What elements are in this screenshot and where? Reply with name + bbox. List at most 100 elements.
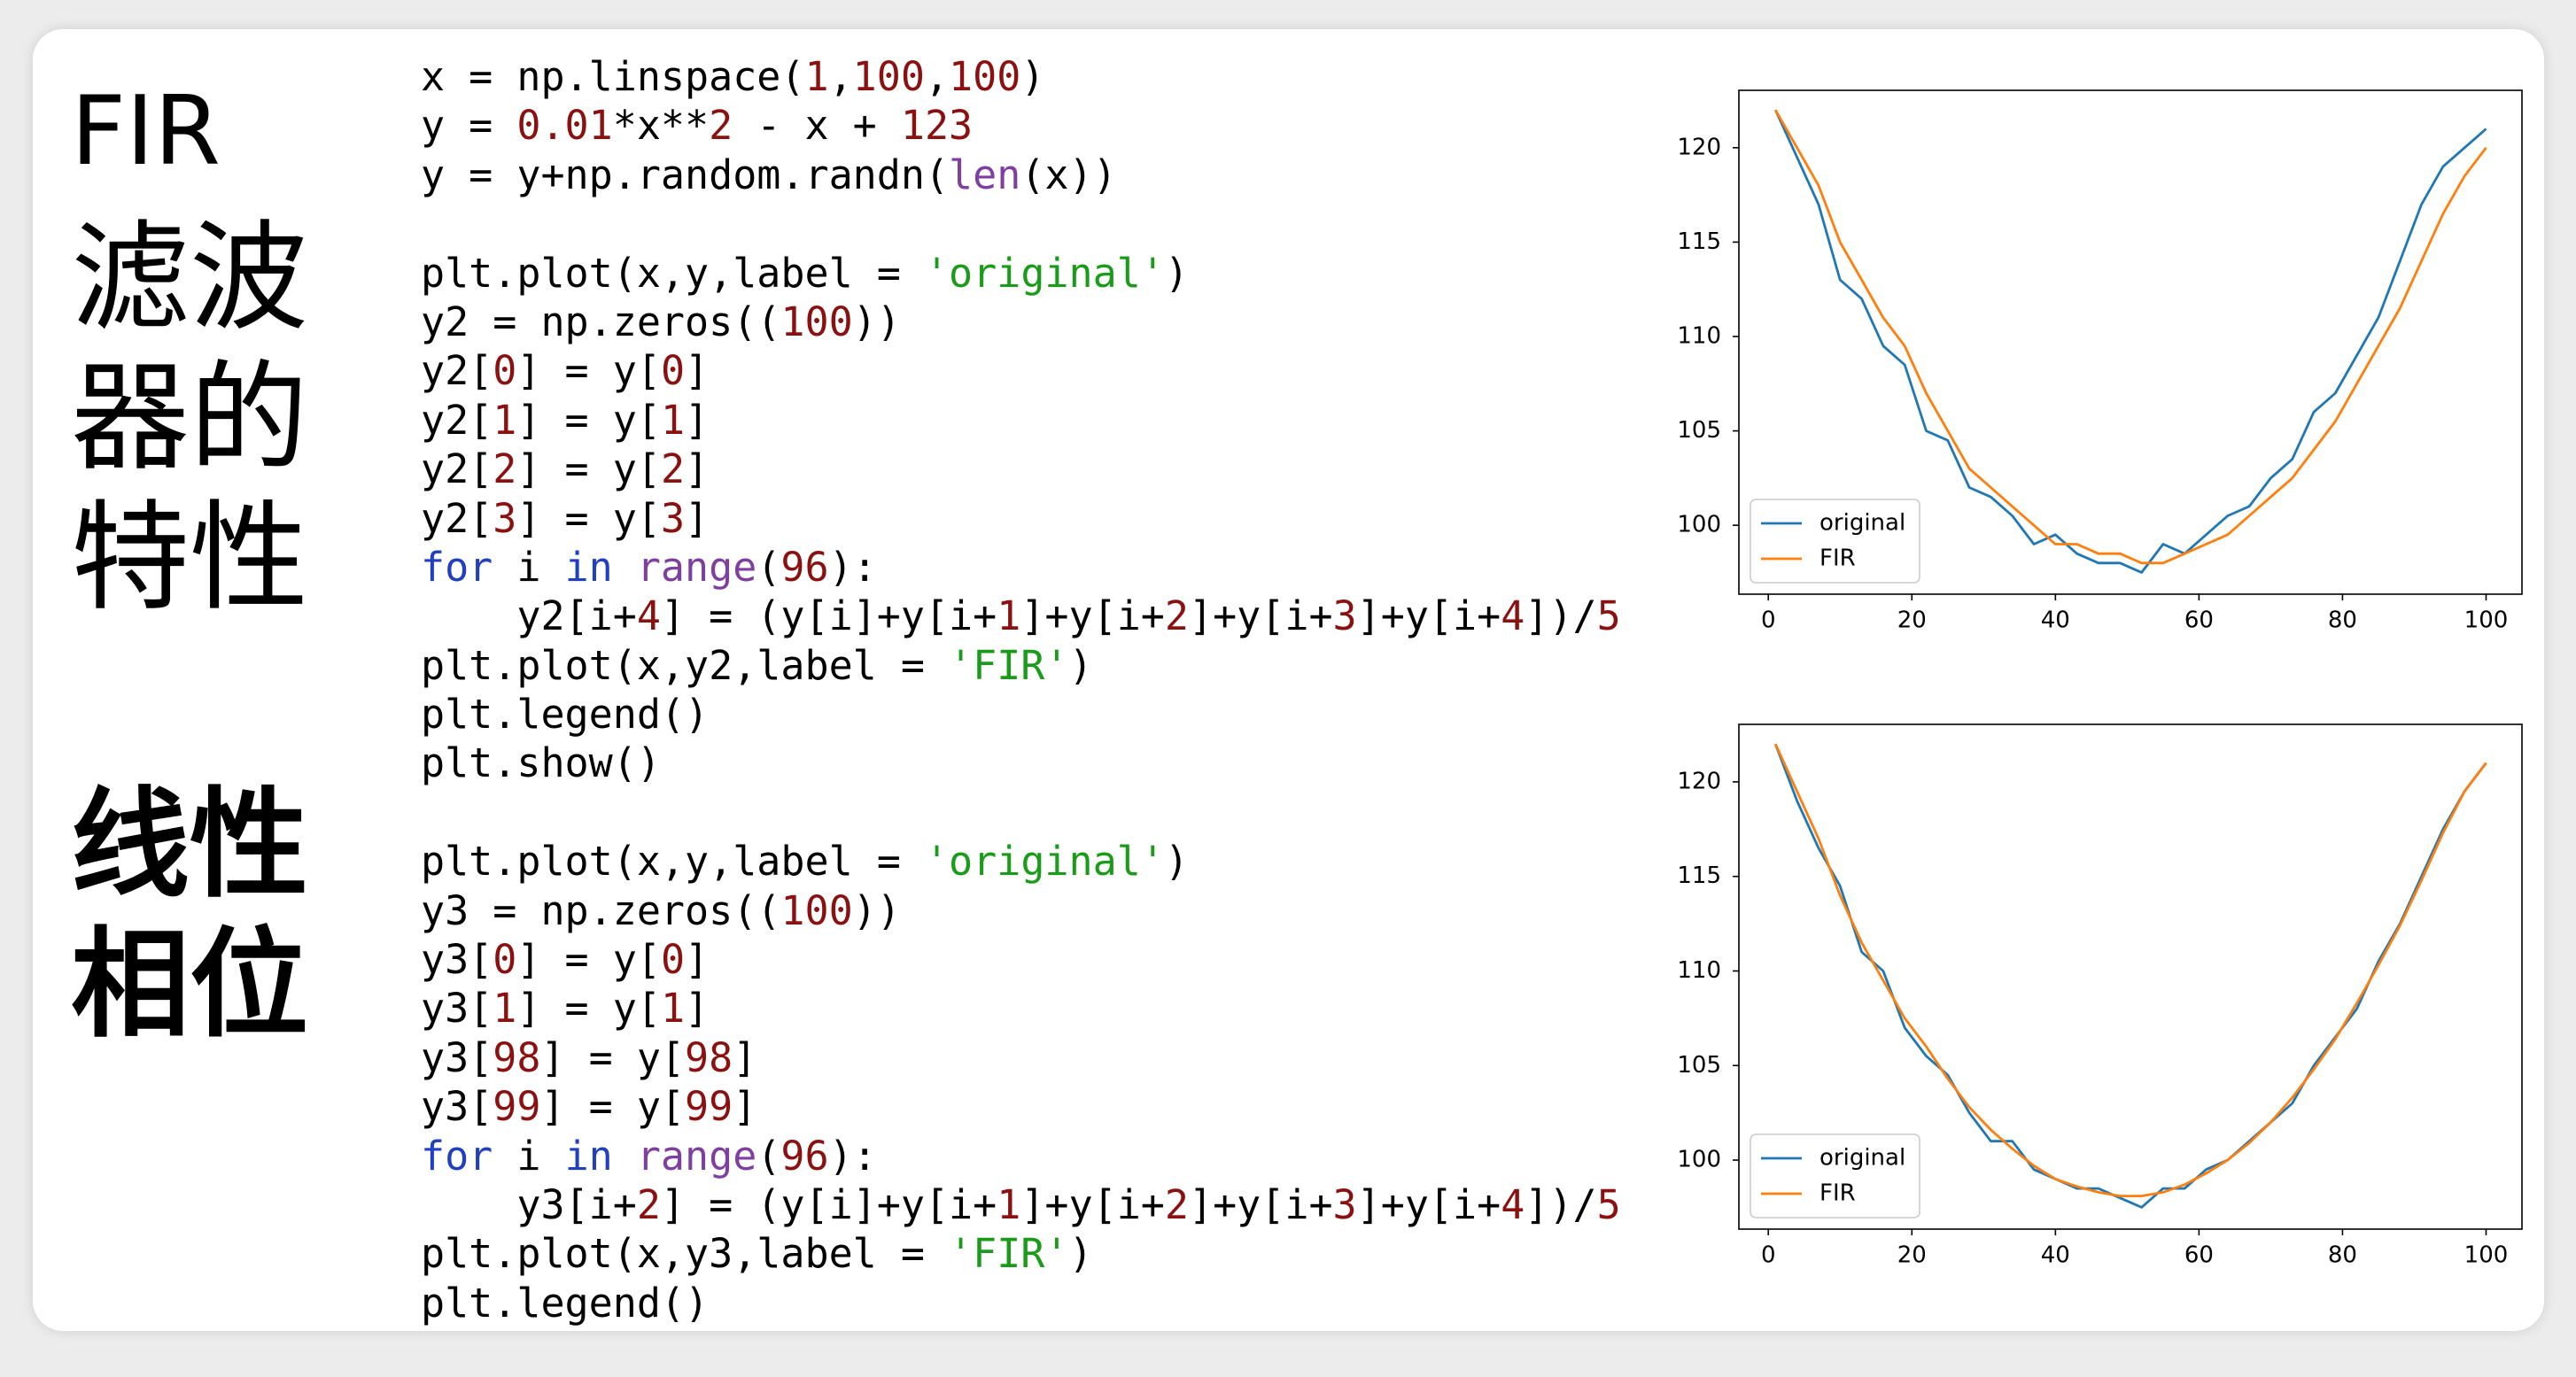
code-line: y3[99] = y[99] <box>421 1082 1621 1131</box>
code-token: y2[ <box>421 396 493 444</box>
code-token: ): <box>828 1132 877 1180</box>
code-line: plt.plot(x,y,label = 'original') <box>421 249 1621 298</box>
code-token: y = <box>421 102 517 150</box>
code-token: 98 <box>685 1033 733 1081</box>
code-line: y2 = np.zeros((100)) <box>421 298 1621 346</box>
code-token: - x + <box>733 102 901 150</box>
code-token: ]+y[i+ <box>1188 592 1333 640</box>
code-token: ]+y[i+ <box>1356 1180 1501 1228</box>
slide-card <box>33 29 2544 1331</box>
code-token: , <box>828 53 853 100</box>
code-token: 100 <box>780 886 853 934</box>
code-token: plt.legend() <box>421 1279 710 1327</box>
code-token: ( <box>757 543 781 591</box>
code-token: in <box>564 1132 613 1180</box>
code-token: ) <box>1020 53 1045 100</box>
code-token: *x** <box>612 102 710 150</box>
code-token: ] = y[ <box>516 985 661 1033</box>
code-token: 'FIR' <box>949 641 1069 689</box>
code-token: for <box>421 543 493 591</box>
y-tick-label: 110 <box>1677 322 1721 349</box>
code-line: x = np.linspace(1,100,100) <box>421 52 1621 101</box>
code-token: ])/ <box>1525 592 1597 640</box>
code-token: 0 <box>660 347 686 395</box>
code-token: 'FIR' <box>949 1230 1069 1278</box>
code-token: 100 <box>780 298 853 345</box>
y-tick-label: 120 <box>1677 768 1721 794</box>
code-token: 'original' <box>924 249 1165 297</box>
code-line: y3 = np.zeros((100)) <box>421 886 1621 935</box>
code-token: ] = y[ <box>516 396 661 444</box>
code-token: y2[ <box>421 494 493 542</box>
x-tick-label: 60 <box>2184 607 2214 634</box>
code-token: range <box>636 1132 757 1180</box>
y-tick-label: 100 <box>1677 1147 1721 1173</box>
code-line: y3[i+2] = (y[i]+y[i+1]+y[i+2]+y[i+3]+y[i… <box>421 1180 1621 1229</box>
code-token: i <box>493 543 565 591</box>
code-token: 0 <box>660 936 686 984</box>
code-token: ] = y[ <box>540 1033 686 1081</box>
code-line: plt.show() <box>421 739 1621 787</box>
code-token: 5 <box>1596 1180 1621 1228</box>
code-token: (x)) <box>1020 151 1117 198</box>
code-token: ] <box>685 396 710 444</box>
code-token: ] <box>685 347 710 395</box>
x-tick-label: 20 <box>1897 607 1927 634</box>
code-token: 'original' <box>924 838 1165 886</box>
code-token: ] = y[ <box>516 494 661 542</box>
code-token: plt.plot(x,y,label = <box>421 249 925 297</box>
code-token: 1 <box>660 985 686 1033</box>
code-token: y2[i+ <box>421 592 637 640</box>
code-token: x = np.linspace( <box>421 53 805 100</box>
code-token: 4 <box>1501 1180 1525 1228</box>
code-token: 1 <box>660 396 686 444</box>
code-token: 1 <box>493 985 517 1033</box>
code-token: y3[i+ <box>421 1180 637 1228</box>
code-token: 0 <box>493 347 517 395</box>
code-token: ): <box>828 543 877 591</box>
code-token: 99 <box>685 1083 733 1131</box>
code-line: plt.legend() <box>421 690 1621 739</box>
code-token: 1 <box>804 53 829 100</box>
code-token: ) <box>1068 1230 1093 1278</box>
code-token: 123 <box>900 102 974 150</box>
code-token: plt.plot(x,y,label = <box>421 838 925 886</box>
code-token: plt.plot(x,y2,label = <box>421 641 950 689</box>
legend-label: FIR <box>1819 1180 1856 1207</box>
code-token: 2 <box>660 445 686 493</box>
code-token: 2 <box>709 102 733 150</box>
y-tick-label: 100 <box>1677 512 1721 538</box>
code-token: y3[ <box>421 936 493 984</box>
code-area: x = np.linspace(1,100,100) y = 0.01*x**2 … <box>421 52 1621 1377</box>
code-token: ) <box>1164 838 1189 886</box>
code-line: plt.legend() <box>421 1279 1621 1327</box>
code-token: plt.show() <box>421 739 661 787</box>
code-token: plt.plot(x,y3,label = <box>421 1230 950 1278</box>
x-tick-label: 80 <box>2328 1242 2357 1269</box>
y-tick-label: 105 <box>1677 1052 1721 1079</box>
code-token: 3 <box>660 494 686 542</box>
code-line: y2[0] = y[0] <box>421 346 1621 395</box>
legend-label: FIR <box>1819 545 1856 572</box>
y-tick-label: 115 <box>1677 228 1721 255</box>
code-block: x = np.linspace(1,100,100) y = 0.01*x**2 … <box>421 52 1621 199</box>
code-token: 5 <box>1596 592 1621 640</box>
code-token: 3 <box>1332 592 1357 640</box>
code-token: ]+y[i+ <box>1020 1180 1165 1228</box>
legend-box <box>1750 499 1920 584</box>
code-line: y = 0.01*x**2 - x + 123 <box>421 101 1621 150</box>
code-token: 4 <box>1501 592 1525 640</box>
subheading-line: 线性 <box>71 776 309 914</box>
subheading-line: 相位 <box>71 916 309 1054</box>
code-token: ] = y[ <box>516 936 661 984</box>
code-token: ] <box>685 936 710 984</box>
code-line: y3[0] = y[0] <box>421 935 1621 984</box>
code-token: ] = y[ <box>516 347 661 395</box>
code-token: ] = y[ <box>540 1083 686 1131</box>
code-token: 2 <box>493 445 517 493</box>
code-token: 3 <box>493 494 517 542</box>
code-token: )) <box>852 886 901 934</box>
code-token: in <box>564 543 613 591</box>
